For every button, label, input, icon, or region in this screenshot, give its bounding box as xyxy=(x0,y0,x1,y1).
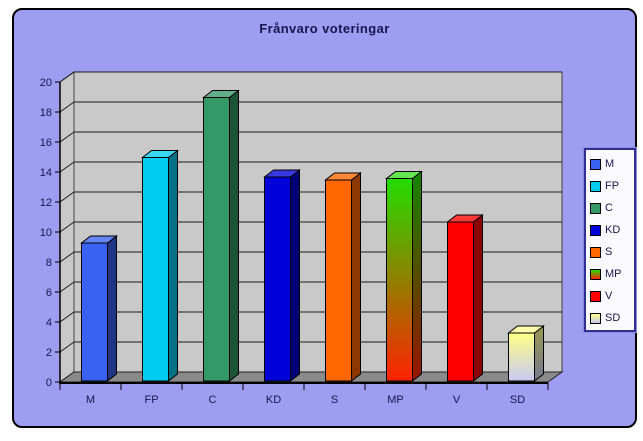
legend-swatch-FP xyxy=(590,180,601,192)
bar-front-face xyxy=(447,221,474,382)
bar-side-face xyxy=(473,213,483,383)
y-axis-tick-label: 20 xyxy=(40,77,52,89)
bar-FP xyxy=(141,149,179,383)
bar-KD xyxy=(263,168,301,383)
legend-swatch-M xyxy=(590,158,601,170)
legend-item-FP: FP xyxy=(590,175,630,197)
bar-side-face xyxy=(107,234,117,383)
x-axis-label: S xyxy=(331,394,338,406)
y-axis-tick-label: 12 xyxy=(40,197,52,209)
gridline-connector xyxy=(59,341,75,353)
legend-swatch-KD xyxy=(590,224,601,236)
bar-S xyxy=(324,171,362,383)
bar-front-face xyxy=(81,242,108,382)
bar-front-face xyxy=(386,178,413,382)
bar-M xyxy=(80,234,118,383)
y-axis-tick-label: 10 xyxy=(40,227,52,239)
gridline-connector xyxy=(59,311,75,323)
legend-label: SD xyxy=(605,311,621,324)
x-axis-label: M xyxy=(86,394,95,406)
bar-V xyxy=(446,213,484,383)
x-axis-label: FP xyxy=(144,394,158,406)
bar-side-face xyxy=(229,89,239,383)
bar-side-face xyxy=(290,168,300,383)
legend-item-KD: KD xyxy=(590,219,630,241)
legend-item-S: S xyxy=(590,241,630,263)
legend-item-C: C xyxy=(590,197,630,219)
gridline-connector xyxy=(59,281,75,293)
y-axis-tick-label: 0 xyxy=(46,377,52,389)
bar-front-face xyxy=(508,332,535,382)
x-axis-label: SD xyxy=(510,394,525,406)
x-axis-label: V xyxy=(453,394,461,406)
bar-side-face xyxy=(412,170,422,383)
bar-front-face xyxy=(203,97,230,382)
legend-swatch-C xyxy=(590,202,601,214)
legend: M FP C KD S MP V SD xyxy=(584,148,636,332)
legend-item-SD: SD xyxy=(590,307,630,329)
bar-C xyxy=(202,89,240,383)
legend-label: C xyxy=(605,201,613,214)
legend-swatch-SD xyxy=(590,312,601,324)
y-axis-tick-label: 8 xyxy=(46,257,52,269)
gridline-connector xyxy=(59,161,75,173)
legend-item-M: M xyxy=(590,153,630,175)
x-axis-label: MP xyxy=(387,394,404,406)
legend-label: S xyxy=(605,245,613,258)
gridline-connector xyxy=(59,191,75,203)
bar-side-face xyxy=(168,149,178,383)
y-axis-tick-label: 2 xyxy=(46,347,52,359)
legend-item-V: V xyxy=(590,285,630,307)
y-axis-tick-label: 6 xyxy=(46,287,52,299)
bar-front-face xyxy=(142,157,169,382)
legend-swatch-MP xyxy=(590,268,601,280)
y-axis-tick-label: 16 xyxy=(40,137,52,149)
gridline-connector xyxy=(59,71,75,83)
legend-label: M xyxy=(605,157,615,170)
legend-label: FP xyxy=(605,179,620,192)
bar-SD xyxy=(507,324,545,383)
floor xyxy=(58,371,564,383)
y-axis-tick-label: 4 xyxy=(46,317,52,329)
legend-item-MP: MP xyxy=(590,263,630,285)
bar-side-face xyxy=(534,324,544,383)
legend-swatch-V xyxy=(590,290,601,302)
bar-MP xyxy=(385,170,423,383)
legend-label: KD xyxy=(605,223,621,236)
y-axis-tick-label: 14 xyxy=(40,167,52,179)
gridline-connector xyxy=(59,221,75,233)
legend-label: V xyxy=(605,289,613,302)
gridline-connector xyxy=(59,131,75,143)
x-axis-label: KD xyxy=(266,394,281,406)
gridline-connector xyxy=(59,251,75,263)
bar-front-face xyxy=(325,179,352,382)
legend-swatch-S xyxy=(590,246,601,258)
bar-front-face xyxy=(264,176,291,382)
x-axis-label: C xyxy=(209,394,217,406)
chart-title: Frånvaro voteringar xyxy=(259,21,390,36)
y-axis-tick-label: 18 xyxy=(40,107,52,119)
bar-side-face xyxy=(351,171,361,383)
legend-label: MP xyxy=(605,267,622,280)
gridline-connector xyxy=(59,101,75,113)
